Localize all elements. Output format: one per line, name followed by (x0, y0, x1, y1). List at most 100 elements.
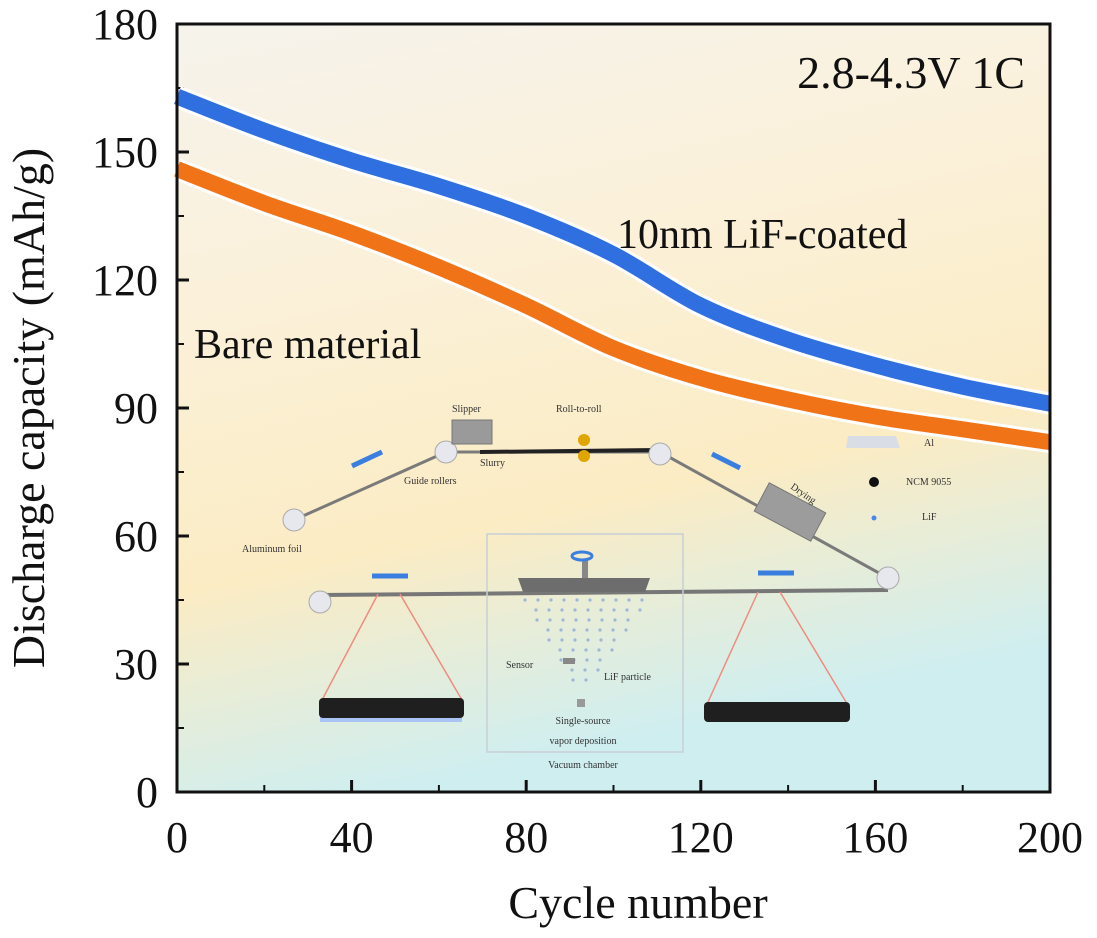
lif-particle (547, 638, 551, 642)
slipper-block (451, 419, 493, 445)
lif-particle (549, 598, 553, 602)
lif-particle (612, 608, 616, 612)
lif-particle (523, 598, 527, 602)
zoom-guide-right (779, 591, 847, 703)
series-layer (172, 86, 1053, 454)
lif-particle (560, 638, 564, 642)
y-tick-label: 30 (114, 640, 158, 689)
y-tick-label: 60 (114, 512, 158, 561)
lif-particle (598, 628, 602, 632)
legend-label-al: Al (924, 438, 934, 449)
legend-ncm-swatch (869, 477, 879, 487)
lif-particle (597, 648, 601, 652)
lif-particle (586, 638, 590, 642)
lif-particle (573, 638, 577, 642)
lif-particle (614, 598, 618, 602)
lif-particle (583, 668, 587, 672)
lif-particle (573, 608, 577, 612)
plot-frame (175, 22, 1052, 794)
lif-particle (585, 658, 589, 662)
label-roll-to-roll: Roll-to-roll (556, 404, 602, 415)
legend-lif-swatch (871, 515, 877, 521)
label-slipper: Slipper (452, 404, 482, 415)
y-tick-label: 120 (92, 256, 158, 305)
series-label-bare: Bare material (194, 322, 421, 368)
lif-particle (546, 628, 550, 632)
lif-particle (610, 648, 614, 652)
plate-shaft (582, 560, 588, 578)
vacuum-chamber-frame (486, 533, 684, 753)
evaporation-source (577, 699, 585, 707)
lif-particle (584, 648, 588, 652)
lif-particle (575, 598, 579, 602)
lif-particle (560, 608, 564, 612)
x-tick-label: 120 (668, 813, 734, 862)
lif-particle (559, 628, 563, 632)
label-aluminum-foil: Aluminum foil (242, 544, 302, 555)
lif-particle (561, 618, 565, 622)
lif-particle (613, 618, 617, 622)
lif-particle (627, 598, 631, 602)
sensor (563, 658, 575, 664)
cross-section-uncoated-lif (320, 716, 462, 722)
y-tick-label: 0 (136, 768, 158, 817)
series-label-coated: 10nm LiF-coated (617, 212, 907, 258)
lif-particle (612, 638, 616, 642)
lif-particle (535, 618, 539, 622)
x-axis-title: Cycle number (508, 877, 767, 928)
label-source-line1: Single-source (556, 716, 612, 727)
lif-particle (599, 608, 603, 612)
lif-particle (574, 618, 578, 622)
lif-particle-spray (523, 598, 644, 682)
condition-annotation: 2.8-4.3V 1C (797, 47, 1025, 98)
y-tick-label: 150 (92, 128, 158, 177)
guide-roller (282, 508, 306, 532)
guide-roller (876, 566, 900, 590)
lif-particle (588, 598, 592, 602)
x-tick-label: 40 (330, 813, 374, 862)
slurry-layer (479, 448, 661, 454)
label-lif-particle: LiF particle (604, 672, 651, 683)
y-axis-title: Discharge capacity (mAh/g) (3, 148, 54, 668)
deposition-plate (518, 578, 650, 592)
lif-particle (570, 668, 574, 672)
label-vacuum-chamber: Vacuum chamber (548, 760, 618, 771)
cross-section-coated (704, 702, 850, 722)
roll-to-roll-schematic: Slipper Roll-to-roll Slurry Guide roller… (242, 404, 951, 771)
cross-section-uncoated (319, 698, 464, 718)
tick-labels: 0 40 80 120 160 200 0 30 60 90 120 150 180 (92, 0, 1083, 862)
roll-to-roll-roller (578, 434, 590, 446)
guide-roller (434, 440, 458, 464)
lif-particle (600, 618, 604, 622)
rotation-icon (570, 550, 594, 562)
lif-particle (625, 608, 629, 612)
foil-web-lower (319, 588, 889, 597)
lif-particle (571, 678, 575, 682)
drying-unit (753, 482, 827, 542)
x-tick-label: 80 (504, 813, 548, 862)
lif-particle (601, 598, 605, 602)
lif-particle (571, 648, 575, 652)
roll-to-roll-roller (578, 450, 590, 462)
lif-particle (587, 618, 591, 622)
lif-particle (584, 678, 588, 682)
direction-arrow (350, 449, 384, 469)
zoom-guide-left (399, 593, 463, 701)
legend-label-lif: LiF (922, 512, 937, 523)
direction-arrow (710, 451, 742, 471)
lif-particle (548, 618, 552, 622)
lif-particle (611, 628, 615, 632)
label-sensor: Sensor (506, 660, 534, 671)
zoom-guide-right (707, 591, 759, 703)
lif-particle (586, 608, 590, 612)
lif-particle (572, 628, 576, 632)
label-guide-rollers: Guide rollers (404, 476, 457, 487)
x-tick-label: 200 (1017, 813, 1083, 862)
lif-particle (598, 658, 602, 662)
lif-particle (624, 628, 628, 632)
lif-particle (638, 608, 642, 612)
zoom-guide-left (321, 593, 379, 701)
legend-label-ncm: NCM 9055 (906, 477, 951, 488)
label-source-line2: vapor deposition (550, 736, 617, 747)
